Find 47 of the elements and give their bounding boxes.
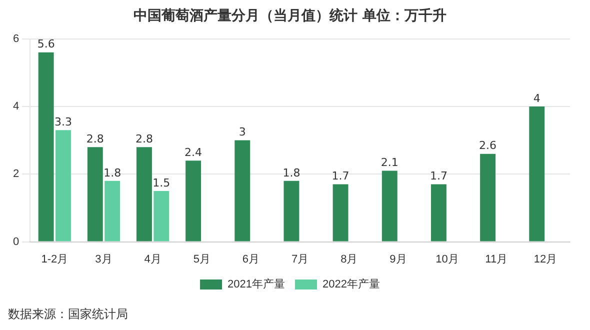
y-tick-label: 6	[12, 32, 20, 45]
bar	[382, 170, 398, 242]
bar	[104, 180, 120, 242]
chart-title: 中国葡萄酒产量分月（当月值）统计 单位：万千升	[134, 7, 446, 24]
data-label: 3	[238, 126, 246, 139]
legend-label: 2022年产量	[322, 278, 380, 291]
bar	[234, 140, 250, 242]
y-tick-label: 0	[12, 236, 20, 248]
bar	[284, 180, 300, 242]
y-tick-label: 4	[12, 100, 20, 112]
source-note: 数据来源：国家统计局	[8, 306, 128, 323]
bar	[186, 160, 202, 242]
data-label: 2.8	[135, 132, 153, 146]
data-label: 3.3	[54, 116, 72, 129]
data-label: 1.5	[152, 176, 170, 190]
bar	[87, 147, 103, 242]
bar	[38, 52, 54, 242]
bar	[56, 130, 71, 242]
x-tick-label: 7月	[291, 253, 309, 266]
x-tick-label: 5月	[193, 253, 210, 266]
x-tick-label: 9月	[390, 253, 407, 266]
y-tick-label: 2	[12, 168, 20, 180]
x-tick-label: 4月	[144, 253, 162, 266]
legend-label: 2021年产量	[228, 278, 286, 291]
bar	[430, 184, 446, 242]
data-label: 1.7	[332, 170, 350, 183]
data-label: 2.1	[380, 156, 398, 170]
bar	[529, 106, 545, 242]
data-label: 1.8	[282, 166, 300, 180]
x-tick-label: 10月	[436, 253, 459, 266]
data-label: 2.4	[184, 146, 202, 159]
bar	[154, 191, 170, 242]
bar	[480, 154, 496, 242]
data-label: 4	[533, 92, 540, 105]
x-tick-label: 6月	[242, 253, 260, 266]
data-label: 1.7	[430, 170, 448, 183]
bar	[332, 184, 348, 242]
x-tick-label: 8月	[340, 253, 358, 266]
x-tick-label: 12月	[534, 253, 558, 266]
x-tick-label: 3月	[95, 253, 112, 266]
bar	[136, 147, 152, 242]
x-tick-label: 1-2月	[41, 253, 68, 266]
x-tick-label: 11月	[485, 253, 508, 266]
data-label: 2.6	[479, 139, 497, 152]
data-label: 1.8	[104, 166, 122, 180]
data-label: 5.6	[37, 38, 55, 51]
data-label: 2.8	[86, 132, 104, 146]
